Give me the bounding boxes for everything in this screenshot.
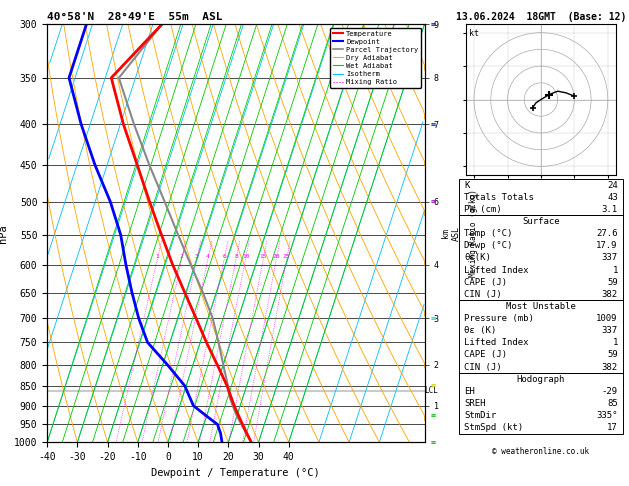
Text: 17: 17 xyxy=(607,423,618,433)
Text: 59: 59 xyxy=(607,278,618,287)
Text: 3: 3 xyxy=(195,254,199,259)
Text: ≡: ≡ xyxy=(431,120,436,129)
Text: StmDir: StmDir xyxy=(464,411,496,420)
Text: Lifted Index: Lifted Index xyxy=(464,265,528,275)
Text: 17.9: 17.9 xyxy=(596,241,618,250)
Text: Temp (°C): Temp (°C) xyxy=(464,229,513,238)
Text: 1: 1 xyxy=(613,338,618,347)
Text: PW (cm): PW (cm) xyxy=(464,205,502,214)
Bar xyxy=(459,300,623,373)
Text: 337: 337 xyxy=(602,326,618,335)
Text: Hodograph: Hodograph xyxy=(517,375,565,384)
Text: © weatheronline.co.uk: © weatheronline.co.uk xyxy=(493,447,589,456)
Text: K: K xyxy=(464,180,469,190)
Text: 43: 43 xyxy=(607,192,618,202)
Text: ≡: ≡ xyxy=(431,20,436,29)
Y-axis label: hPa: hPa xyxy=(0,224,8,243)
Text: Dewp (°C): Dewp (°C) xyxy=(464,241,513,250)
Text: Surface: Surface xyxy=(522,217,560,226)
Text: kt: kt xyxy=(469,29,479,38)
Legend: Temperature, Dewpoint, Parcel Trajectory, Dry Adiabat, Wet Adiabat, Isotherm, Mi: Temperature, Dewpoint, Parcel Trajectory… xyxy=(330,28,421,88)
Text: 1: 1 xyxy=(155,254,159,259)
Text: 1009: 1009 xyxy=(596,314,618,323)
Text: θε (K): θε (K) xyxy=(464,326,496,335)
Text: -29: -29 xyxy=(602,387,618,396)
Text: CIN (J): CIN (J) xyxy=(464,363,502,372)
Bar xyxy=(459,179,623,215)
Text: 20: 20 xyxy=(272,254,280,259)
Text: StmSpd (kt): StmSpd (kt) xyxy=(464,423,523,433)
Text: 25: 25 xyxy=(283,254,291,259)
Text: 27.6: 27.6 xyxy=(596,229,618,238)
Text: EH: EH xyxy=(464,387,475,396)
Text: 10: 10 xyxy=(242,254,249,259)
Text: CIN (J): CIN (J) xyxy=(464,290,502,299)
Text: CAPE (J): CAPE (J) xyxy=(464,350,507,360)
Text: 4: 4 xyxy=(206,254,210,259)
Text: 40°58'N  28°49'E  55m  ASL: 40°58'N 28°49'E 55m ASL xyxy=(47,12,223,22)
Bar xyxy=(459,373,623,434)
Text: ≡: ≡ xyxy=(431,411,436,420)
Text: 3.1: 3.1 xyxy=(602,205,618,214)
X-axis label: Dewpoint / Temperature (°C): Dewpoint / Temperature (°C) xyxy=(152,468,320,478)
Text: 1: 1 xyxy=(613,265,618,275)
Text: 382: 382 xyxy=(602,363,618,372)
Text: ≡: ≡ xyxy=(431,197,436,206)
Text: ≡: ≡ xyxy=(431,382,436,390)
Text: 8: 8 xyxy=(234,254,238,259)
Text: Most Unstable: Most Unstable xyxy=(506,302,576,311)
Bar xyxy=(459,215,623,300)
Text: ≡: ≡ xyxy=(431,314,436,323)
Text: Pressure (mb): Pressure (mb) xyxy=(464,314,534,323)
Text: 85: 85 xyxy=(607,399,618,408)
Text: 24: 24 xyxy=(607,180,618,190)
Text: Totals Totals: Totals Totals xyxy=(464,192,534,202)
Text: LCL: LCL xyxy=(425,386,438,395)
Text: CAPE (J): CAPE (J) xyxy=(464,278,507,287)
Text: SREH: SREH xyxy=(464,399,486,408)
Text: 6: 6 xyxy=(222,254,226,259)
Text: 382: 382 xyxy=(602,290,618,299)
Text: 59: 59 xyxy=(607,350,618,360)
Text: 15: 15 xyxy=(260,254,267,259)
Text: θε(K): θε(K) xyxy=(464,253,491,262)
Text: 13.06.2024  18GMT  (Base: 12): 13.06.2024 18GMT (Base: 12) xyxy=(456,12,626,22)
Text: Mixing Ratio (g/kg): Mixing Ratio (g/kg) xyxy=(469,190,478,277)
Text: ≡: ≡ xyxy=(431,438,436,447)
Y-axis label: km
ASL: km ASL xyxy=(442,226,461,241)
Text: Lifted Index: Lifted Index xyxy=(464,338,528,347)
Text: 2: 2 xyxy=(180,254,184,259)
Text: 337: 337 xyxy=(602,253,618,262)
Text: 335°: 335° xyxy=(596,411,618,420)
